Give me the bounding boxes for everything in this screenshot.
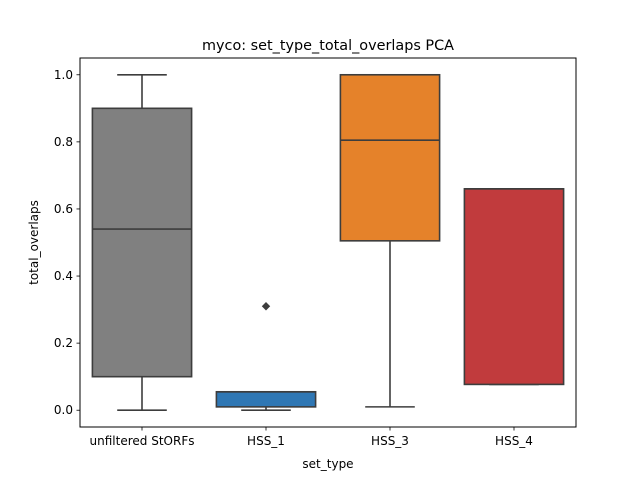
x-axis: unfiltered StORFs HSS_1 HSS_3 HSS_4 [90, 427, 533, 448]
outlier-point [261, 302, 271, 311]
x-tick-label: unfiltered StORFs [90, 434, 195, 448]
plot-frame [79, 57, 577, 428]
box-iqr [463, 188, 565, 386]
x-tick-label: HSS_4 [495, 434, 533, 448]
x-axis-label: set_type [302, 457, 353, 471]
x-tick-label: HSS_1 [247, 434, 285, 448]
y-tick-label: 0.6 [54, 202, 73, 216]
box-group [463, 188, 565, 386]
box-group [215, 302, 317, 412]
x-tick-label: HSS_3 [371, 434, 409, 448]
box-series [91, 73, 565, 412]
y-tick-label: 0.2 [54, 336, 73, 350]
y-tick-label: 0.8 [54, 135, 73, 149]
box-group [339, 73, 441, 408]
y-tick-label: 0.4 [54, 269, 73, 283]
box-iqr [339, 73, 441, 242]
box-iqr [91, 107, 193, 378]
y-tick-label: 1.0 [54, 68, 73, 82]
box-group [91, 73, 193, 412]
chart-title: myco: set_type_total_overlaps PCA [202, 38, 454, 54]
y-axis: 0.0 0.2 0.4 0.6 0.8 1.0 [54, 68, 80, 417]
y-axis-label: total_overlaps [27, 200, 41, 285]
y-tick-label: 0.0 [54, 403, 73, 417]
box-iqr [215, 390, 317, 408]
